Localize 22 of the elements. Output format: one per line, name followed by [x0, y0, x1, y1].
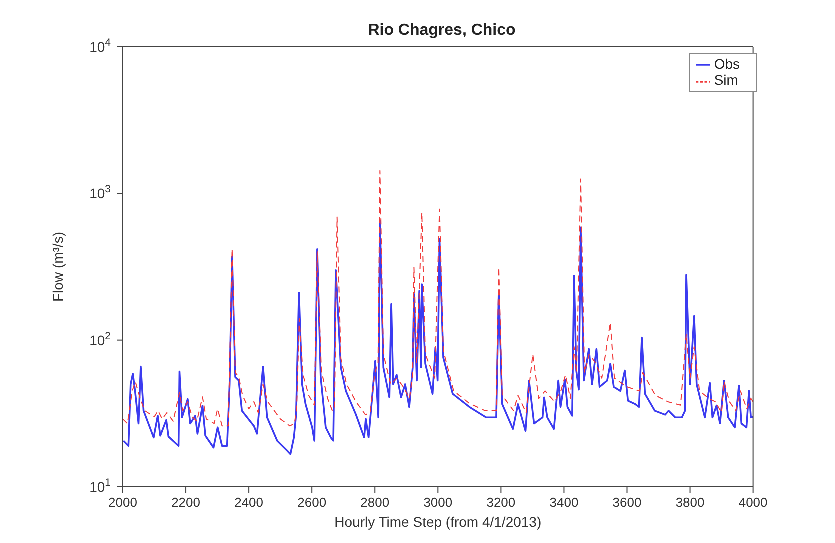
y-tick-label: 10$^{1}$	[90, 477, 112, 495]
x-tick-label: 3800	[676, 495, 705, 510]
x-tick-label: 3000	[424, 495, 453, 510]
y-axis-title: Flow (m³/s)	[50, 232, 66, 302]
x-tick-label: 2800	[360, 495, 390, 510]
x-tick-label: 3200	[486, 495, 516, 510]
line-series	[123, 170, 754, 427]
line-series	[123, 220, 754, 456]
chart-title: Rio Chagres, Chico	[367, 22, 517, 40]
y-tick-label: 10$^{2}$	[90, 330, 112, 348]
legend-label: Sim	[714, 72, 738, 88]
x-tick-label: 2600	[298, 495, 327, 510]
legend-label: Obs	[714, 56, 740, 72]
x-axis-title: Hourly Time Step (from 4/1/2013)	[334, 514, 542, 530]
y-tick-label: 10$^{4}$	[90, 37, 112, 55]
x-tick-label: 3400	[550, 495, 579, 510]
x-tick-label: 4000	[738, 495, 768, 510]
x-tick-label: 3600	[612, 495, 642, 510]
x-tick-label: 2400	[234, 495, 264, 510]
y-tick-label: 10$^{3}$	[90, 184, 112, 202]
x-tick-label: 2200	[172, 495, 200, 510]
x-tick-label: 2000	[108, 495, 138, 510]
